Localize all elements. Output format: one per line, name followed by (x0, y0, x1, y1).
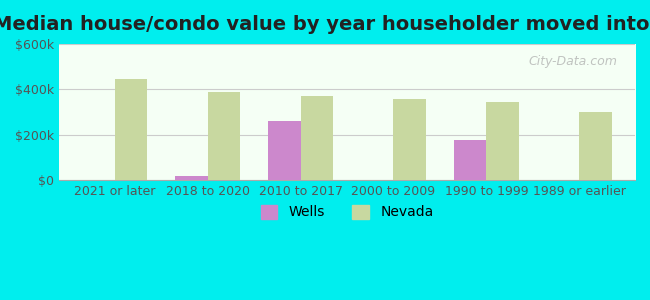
Legend: Wells, Nevada: Wells, Nevada (255, 199, 439, 225)
Bar (454, 140, 486, 180)
Bar (300, 96, 333, 180)
Bar (486, 102, 519, 180)
Bar (207, 92, 240, 180)
Bar (268, 121, 300, 180)
Text: City-Data.com: City-Data.com (529, 55, 617, 68)
Bar (115, 79, 148, 180)
Bar (175, 176, 207, 180)
Bar (579, 112, 612, 180)
Bar (393, 99, 426, 180)
Title: Median house/condo value by year householder moved into unit: Median house/condo value by year househo… (0, 15, 650, 34)
